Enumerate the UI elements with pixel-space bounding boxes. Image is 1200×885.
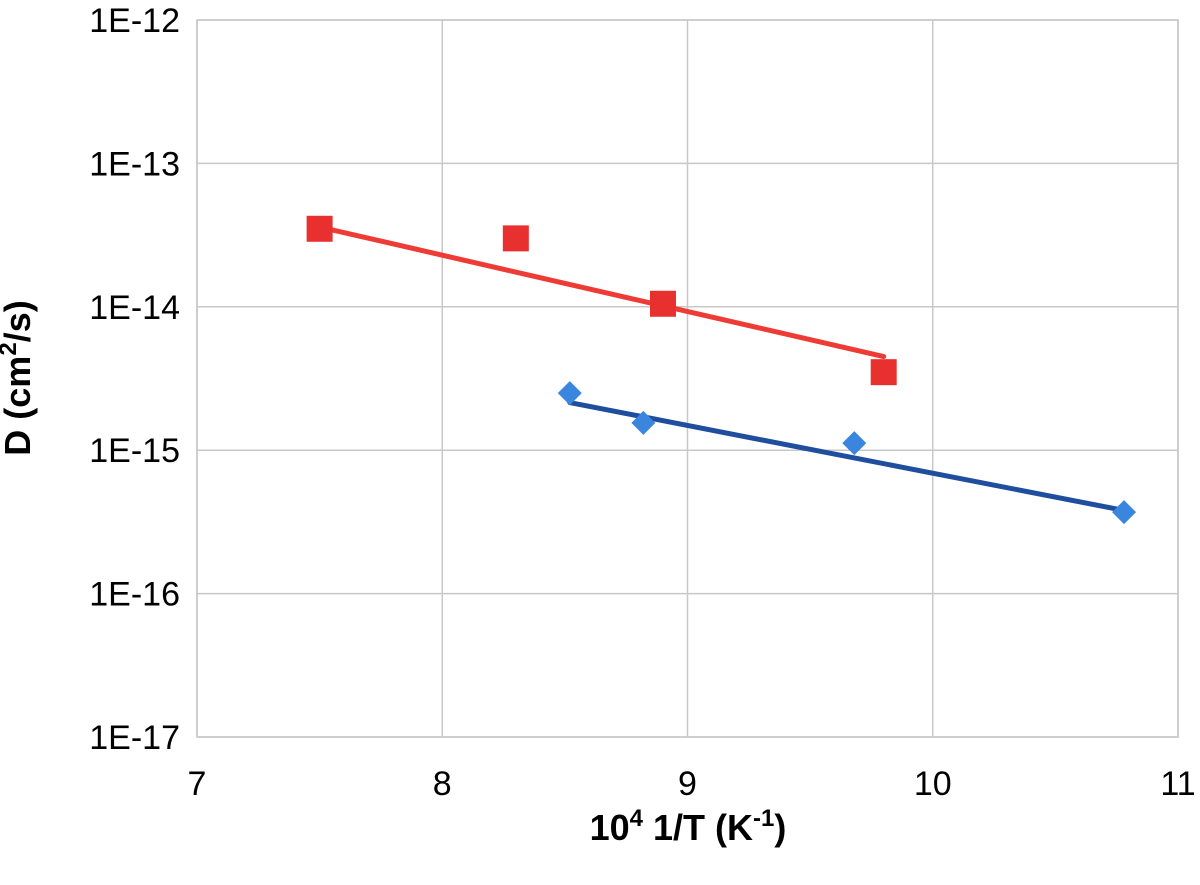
y-axis-title: D (cm2/s) <box>0 300 38 455</box>
markers <box>306 215 1137 525</box>
series-1-square-marker <box>306 215 333 242</box>
x-axis-title-mid-sup: -1 <box>753 805 774 832</box>
y-tick-label: 1E-16 <box>89 576 180 614</box>
y-tick-labels: 1E-17 1E-16 1E-15 1E-14 1E-13 1E-12 <box>89 2 180 757</box>
series-2-diamond-marker <box>631 410 656 435</box>
series-1-square-marker <box>649 290 676 317</box>
x-tick-label: 8 <box>433 765 452 803</box>
series-1-square-marker <box>870 359 897 386</box>
x-axis-title-base-sup: 4 <box>630 805 644 832</box>
series-1-trendline <box>317 224 887 360</box>
x-tick-label: 10 <box>914 765 952 803</box>
y-tick-label: 1E-14 <box>89 289 180 327</box>
x-tick-labels: 7 8 9 10 11 <box>188 765 1196 803</box>
series-2-diamond-marker <box>557 381 582 406</box>
x-axis-title-mid: 1/T (K <box>643 807 753 848</box>
plot-area-border <box>196 19 1179 738</box>
grid <box>196 19 1179 738</box>
y-axis-title-sup: 2 <box>0 342 22 355</box>
x-axis-title-base: 10 <box>590 807 630 848</box>
series-2-diamond-marker <box>842 431 867 456</box>
x-tick-label: 11 <box>1160 765 1195 803</box>
series-2-diamond-marker <box>1112 500 1137 525</box>
series-2-trendline <box>567 400 1127 513</box>
x-axis-title-end: ) <box>774 807 786 848</box>
trendlines <box>317 224 1127 513</box>
x-axis-title: 104 1/T (K-1) <box>590 805 787 848</box>
y-axis-title-post: /s) <box>0 300 38 342</box>
series-1-square-marker <box>502 225 529 252</box>
x-tick-label: 9 <box>678 765 697 803</box>
y-tick-label: 1E-17 <box>89 719 180 757</box>
y-tick-label: 1E-12 <box>89 2 180 40</box>
y-tick-label: 1E-15 <box>89 432 180 470</box>
x-tick-label: 7 <box>188 765 207 803</box>
y-axis-title-pre: D (cm <box>0 356 38 456</box>
y-tick-label: 1E-13 <box>89 145 180 183</box>
